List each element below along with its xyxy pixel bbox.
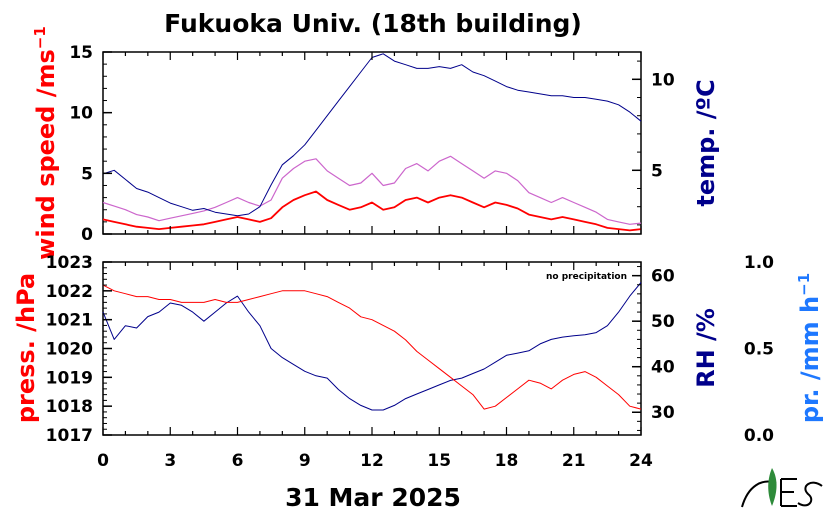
- chart-title: Fukuoka Univ. (18th building): [164, 9, 582, 38]
- y-tick-label: 10: [69, 104, 93, 124]
- y-tick-label: 0: [81, 225, 93, 245]
- y-tick-label: 1023: [46, 253, 93, 273]
- y-tick-label: 1022: [46, 282, 93, 302]
- leaf-logo-icon: [741, 468, 823, 508]
- x-tick-label: 9: [299, 451, 311, 471]
- lower-panel: no precipitation 1017 1018 1019 1020 1021 102…: [12, 253, 824, 446]
- precip-tick-label: 0.0: [744, 426, 774, 446]
- pressure-axis: 1017 1018 1019 1020 1021 1022 1023: [46, 253, 112, 446]
- x-tick-label: 12: [360, 451, 384, 471]
- pressure-series: [102, 284, 642, 410]
- y-tick-label: 60: [651, 267, 675, 287]
- wind-gust-series: [102, 155, 642, 225]
- upper-plot-frame: [102, 51, 642, 235]
- time-axis: 0 3 6 9 12 15 18 21 24: [97, 52, 653, 471]
- y-tick-label: 30: [651, 403, 675, 423]
- temperature-axis-label: temp. /ºC: [692, 79, 720, 206]
- y-tick-label: 1020: [46, 340, 93, 360]
- x-tick-label: 18: [495, 451, 519, 471]
- y-tick-label: 5: [81, 164, 93, 184]
- y-tick-label: 10: [651, 70, 675, 90]
- x-tick-label: 21: [562, 451, 586, 471]
- y-tick-label: 40: [651, 358, 675, 378]
- x-tick-label: 15: [427, 451, 451, 471]
- precip-tick-label: 0.5: [744, 340, 774, 360]
- y-tick-label: 1018: [46, 397, 93, 417]
- x-tick-label: 6: [232, 451, 244, 471]
- upper-panel: 0 5 10 15 5 10 wind speed /ms−1 temp. /ºC: [31, 26, 720, 260]
- y-tick-label: 1021: [46, 311, 93, 331]
- precip-tick-label: 1.0: [744, 253, 774, 273]
- no-precipitation-note: no precipitation: [546, 272, 627, 282]
- humidity-axis: 30 40 50 60: [632, 266, 675, 431]
- precipitation-axis: 0.0 0.5 1.0: [744, 253, 774, 446]
- y-tick-label: 50: [651, 312, 675, 332]
- x-tick-label: 24: [629, 451, 653, 471]
- wind-speed-series: [102, 190, 642, 232]
- pressure-line: [102, 284, 642, 410]
- x-tick-label: 0: [97, 451, 109, 471]
- wind-speed-line: [102, 190, 642, 232]
- temperature-line: [102, 53, 642, 217]
- temperature-axis: 5 10: [632, 60, 675, 226]
- humidity-line: [102, 282, 642, 411]
- y-tick-label: 5: [651, 161, 663, 181]
- wind-gust-line: [102, 155, 642, 225]
- wind-speed-axis: 0 5 10 15: [69, 43, 112, 245]
- wind-speed-axis-label: wind speed /ms−1: [31, 26, 60, 260]
- relative-humidity-series: [102, 282, 642, 411]
- x-tick-label: 3: [164, 451, 176, 471]
- temperature-series: [102, 53, 642, 217]
- y-tick-label: 1017: [46, 426, 93, 446]
- precipitation-axis-label: pr. /mm h−1: [795, 273, 824, 423]
- pressure-axis-label: press. /hPa: [12, 273, 40, 423]
- date-label: 31 Mar 2025: [285, 483, 461, 512]
- lower-plot-frame: [102, 261, 642, 436]
- y-tick-label: 15: [69, 43, 93, 63]
- humidity-axis-label: RH /%: [692, 308, 720, 388]
- y-tick-label: 1019: [46, 368, 93, 388]
